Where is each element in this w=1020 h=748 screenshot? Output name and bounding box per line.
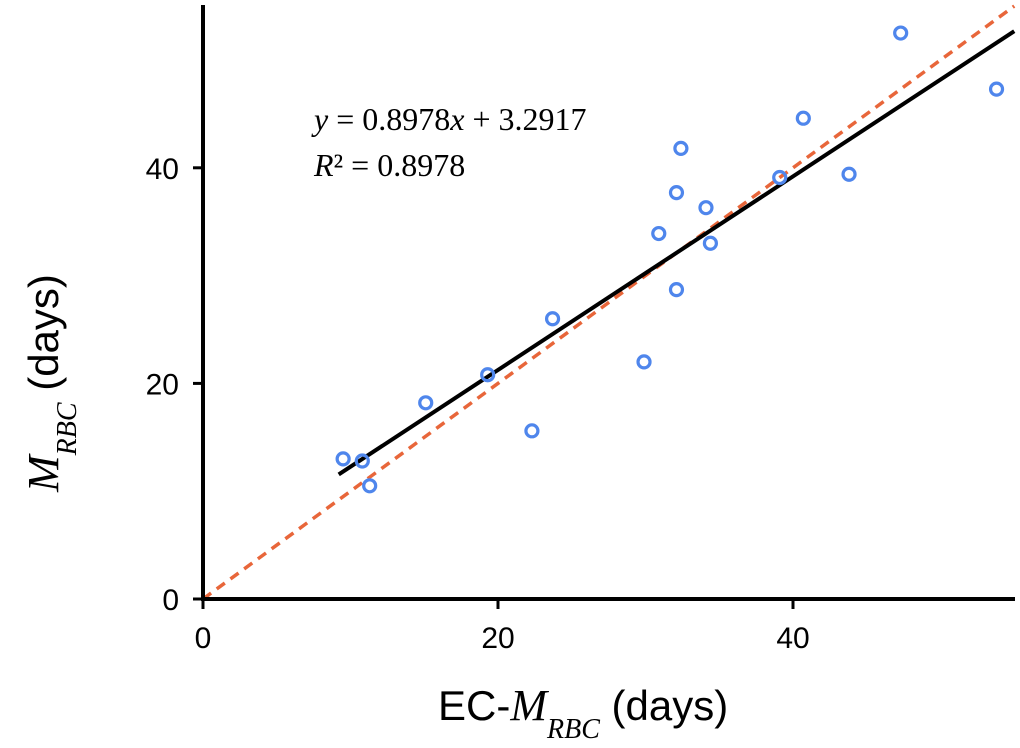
data-point	[702, 235, 719, 251]
x-tick-label: 40	[776, 622, 809, 655]
y-tick-label: 0	[162, 584, 179, 617]
data-point	[988, 81, 1005, 97]
data-point	[893, 25, 909, 41]
data-point	[636, 354, 652, 370]
y-tick-label: 40	[146, 153, 179, 186]
x-axis-label-main: M	[509, 681, 549, 730]
x-axis-ticks: 0 20 40	[195, 599, 810, 655]
data-point	[418, 395, 434, 411]
y-axis-label-main: M	[19, 453, 68, 493]
data-point	[698, 200, 714, 216]
x-axis-label-sub: RBC	[546, 714, 600, 745]
data-point	[673, 140, 689, 156]
data-point	[544, 311, 561, 327]
x-axis-label-suffix: (days)	[600, 682, 728, 729]
data-point	[362, 478, 378, 494]
equation-slope: = 0.8978	[328, 101, 450, 137]
data-point	[354, 453, 370, 469]
r-squared: R² = 0.8978	[313, 147, 465, 183]
y-tick-label: 20	[146, 368, 179, 401]
x-axis-label: EC-MRBC (days)	[438, 681, 728, 745]
data-point	[480, 367, 496, 383]
regression-line	[337, 29, 1016, 477]
x-axis-label-prefix: EC-	[438, 682, 510, 729]
chart-marks	[201, 4, 1016, 601]
data-point	[668, 184, 685, 201]
equation-intercept: + 3.2917	[464, 101, 586, 137]
data-point	[335, 451, 351, 467]
data-point	[668, 282, 685, 298]
r-squared-value: ² = 0.8978	[334, 147, 466, 183]
data-point	[841, 166, 857, 182]
regression-equation: y = 0.8978x + 3.2917	[311, 101, 587, 137]
data-point	[524, 423, 540, 439]
y-axis-label-sub: RBC	[52, 402, 83, 456]
data-point	[795, 110, 811, 126]
equation-y-var: y	[311, 101, 329, 137]
equation-x-var: x	[449, 101, 464, 137]
y-axis-label-suffix: (days)	[20, 274, 67, 402]
y-axis-ticks: 0 20 40	[146, 153, 203, 617]
r-squared-symbol: R	[313, 147, 334, 183]
x-tick-label: 20	[481, 622, 514, 655]
x-tick-label: 0	[195, 622, 212, 655]
data-point	[772, 169, 788, 186]
identity-line	[201, 4, 1016, 601]
data-point	[651, 225, 667, 242]
y-axis-label: MRBC (days)	[19, 274, 83, 493]
